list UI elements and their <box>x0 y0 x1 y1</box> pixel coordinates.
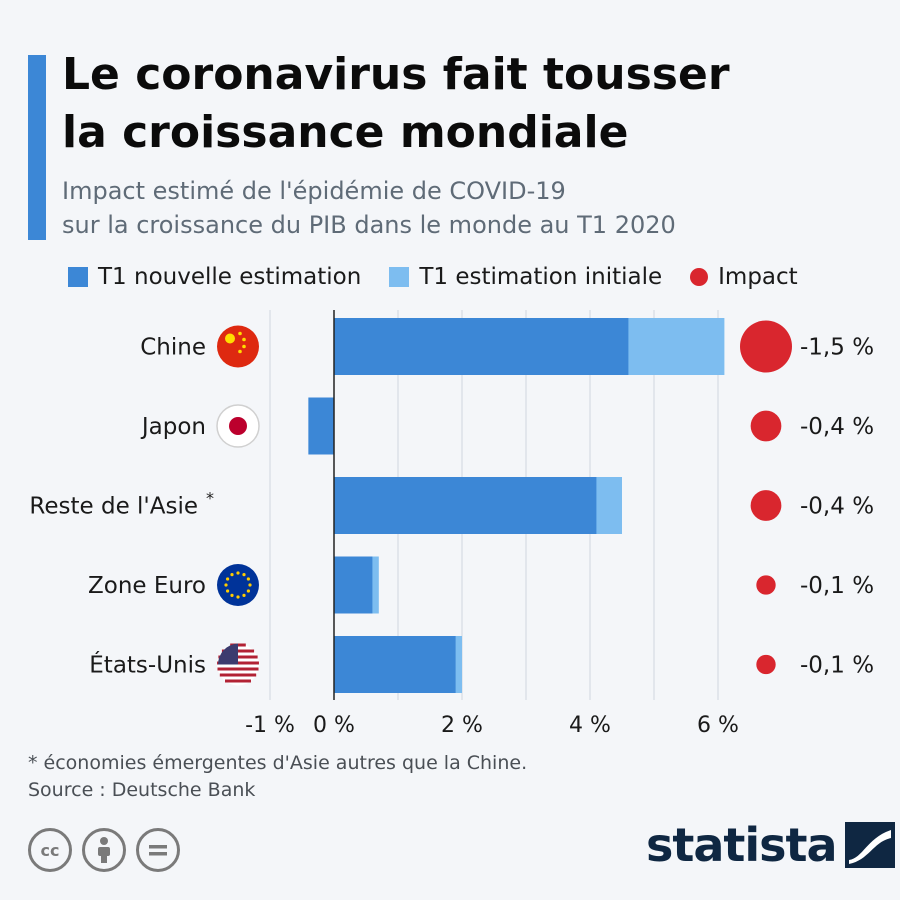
impact-dot <box>740 320 792 373</box>
bar-new-estimate <box>334 636 456 693</box>
person-icon <box>98 837 110 863</box>
x-tick-label: 0 % <box>313 713 355 738</box>
subtitle-line-2: sur la croissance du PIB dans le monde a… <box>62 211 676 239</box>
impact-label: -0,4 % <box>800 414 874 440</box>
eu-flag-star <box>246 589 250 593</box>
impact-dot <box>756 654 776 675</box>
category-label: Reste de l'Asie <box>29 494 198 520</box>
us-flag-stripe <box>217 667 259 671</box>
bar-new-estimate <box>334 556 373 614</box>
impact-label: -0,4 % <box>800 494 874 520</box>
impact-label: -0,1 % <box>800 573 874 599</box>
impact-dot <box>750 410 782 442</box>
attribution-icon[interactable] <box>82 828 126 872</box>
legend-swatch-initial <box>389 267 410 287</box>
eu-flag-star <box>224 583 228 587</box>
china-flag-small-star <box>242 337 246 342</box>
japan-flag-sun <box>229 417 247 435</box>
no-derivatives-icon[interactable] <box>136 828 180 872</box>
eu-flag-star <box>246 577 250 581</box>
eu-flag-icon <box>217 564 259 606</box>
bar-chart: Chine -1,5 % Japon -0,4 % Reste de l'Asie * -0… <box>29 310 874 738</box>
eu-flag-star <box>226 589 230 593</box>
subtitle-line-1: Impact estimé de l'épidémie de COVID-19 <box>62 177 566 205</box>
impact-dot <box>750 490 782 521</box>
category-label: Japon <box>140 414 206 440</box>
title-line-2: la croissance mondiale <box>62 107 629 158</box>
legend-item-initial: T1 estimation initiale <box>389 264 662 290</box>
eu-flag-star <box>226 577 230 581</box>
us-flag-stripe <box>219 673 257 677</box>
bar-new-estimate <box>308 397 334 455</box>
legend-item-new: T1 nouvelle estimation <box>68 264 361 290</box>
eu-flag-star <box>236 595 240 599</box>
china-flag-small-star <box>238 331 242 336</box>
china-flag-icon <box>217 325 259 368</box>
category-label: Zone Euro <box>88 573 206 599</box>
statista-logo[interactable]: statista <box>646 818 895 872</box>
impact-label: -1,5 % <box>800 335 874 361</box>
legend-label-initial: T1 estimation initiale <box>419 264 663 290</box>
source-note: Source : Deutsche Bank <box>28 779 256 801</box>
chart-title: Le coronavirus fait tousser la croissanc… <box>62 46 882 162</box>
china-flag-small-star <box>238 349 242 354</box>
legend-swatch-new <box>68 267 88 287</box>
x-tick-label: 4 % <box>569 713 611 738</box>
statista-mark-icon <box>844 822 895 868</box>
equals-icon <box>149 845 167 856</box>
bar-new-estimate <box>334 318 629 375</box>
bar-new-estimate <box>334 477 597 534</box>
chart-notes: * économies émergentes d'Asie autres que… <box>28 750 527 804</box>
x-tick-label: -1 % <box>245 713 295 738</box>
eu-flag-star <box>230 593 234 597</box>
eu-flag-star <box>242 593 246 597</box>
x-tick-label: 6 % <box>697 713 739 738</box>
legend-swatch-impact <box>690 268 709 286</box>
eu-flag-star <box>236 571 240 575</box>
category-label: Chine <box>140 335 206 361</box>
legend-label-new: T1 nouvelle estimation <box>98 264 362 290</box>
china-flag-star <box>225 333 235 344</box>
us-flag-canton <box>217 643 238 665</box>
brand-name: statista <box>646 818 838 872</box>
us-flag-stripe <box>225 679 251 683</box>
legend-label-impact: Impact <box>718 264 798 290</box>
china-flag-small-star <box>242 344 246 349</box>
eu-flag-star <box>230 573 234 577</box>
category-label: États-Unis <box>89 651 206 679</box>
chart-legend: T1 nouvelle estimation T1 estimation ini… <box>68 262 798 292</box>
eu-flag-star <box>248 583 252 587</box>
footnote: * économies émergentes d'Asie autres que… <box>28 752 528 774</box>
cc-license-icon[interactable]: cc <box>28 828 72 872</box>
chart-subtitle: Impact estimé de l'épidémie de COVID-19 … <box>62 174 882 242</box>
title-line-1: Le coronavirus fait tousser <box>62 49 730 100</box>
impact-dot <box>756 575 776 595</box>
legend-item-impact: Impact <box>690 264 798 290</box>
x-tick-label: 2 % <box>441 713 483 738</box>
impact-label: -0,1 % <box>800 653 874 679</box>
category-footnote-marker: * <box>206 489 214 508</box>
title-accent-bar <box>28 55 46 240</box>
eu-flag-star <box>242 573 246 577</box>
